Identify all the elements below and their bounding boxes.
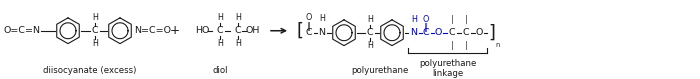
Text: ‖: ‖ [424,23,428,32]
Text: C: C [234,26,241,35]
Text: polyurethane: polyurethane [351,66,409,75]
Text: ‖: ‖ [307,22,311,31]
Text: O: O [475,28,483,37]
Text: H: H [367,15,373,24]
Text: n: n [495,42,499,48]
Text: |: | [451,41,454,50]
Text: C: C [217,26,223,35]
Text: H: H [411,15,417,24]
Text: N: N [410,28,417,37]
Text: [: [ [296,22,303,40]
Text: H: H [217,39,223,48]
Text: O=C=N: O=C=N [3,26,40,35]
Text: N: N [318,28,326,37]
Text: |: | [451,15,454,24]
Text: +: + [170,24,180,37]
Text: H: H [235,39,241,48]
Text: H: H [92,13,98,22]
Text: ]: ] [488,24,495,42]
Text: polyurethane: polyurethane [419,59,477,68]
Text: H: H [217,13,223,22]
Text: N=C=O: N=C=O [134,26,171,35]
Text: diol: diol [212,66,228,75]
Text: O: O [306,13,312,22]
Text: H: H [319,14,325,23]
Text: C: C [423,28,429,37]
Text: O: O [434,28,442,37]
Text: C: C [306,28,312,37]
Text: C: C [463,28,469,37]
Text: C: C [367,28,373,37]
Text: H: H [235,13,241,22]
Text: diisocyanate (excess): diisocyanate (excess) [43,66,136,75]
Text: C: C [449,28,455,37]
Text: C: C [92,26,98,35]
Text: O: O [423,15,429,24]
Text: |: | [465,41,468,50]
Text: |: | [465,15,468,24]
Text: HO: HO [195,26,209,35]
Text: linkage: linkage [433,69,463,78]
Text: H: H [367,41,373,50]
Text: OH: OH [246,26,260,35]
Text: H: H [92,39,98,48]
